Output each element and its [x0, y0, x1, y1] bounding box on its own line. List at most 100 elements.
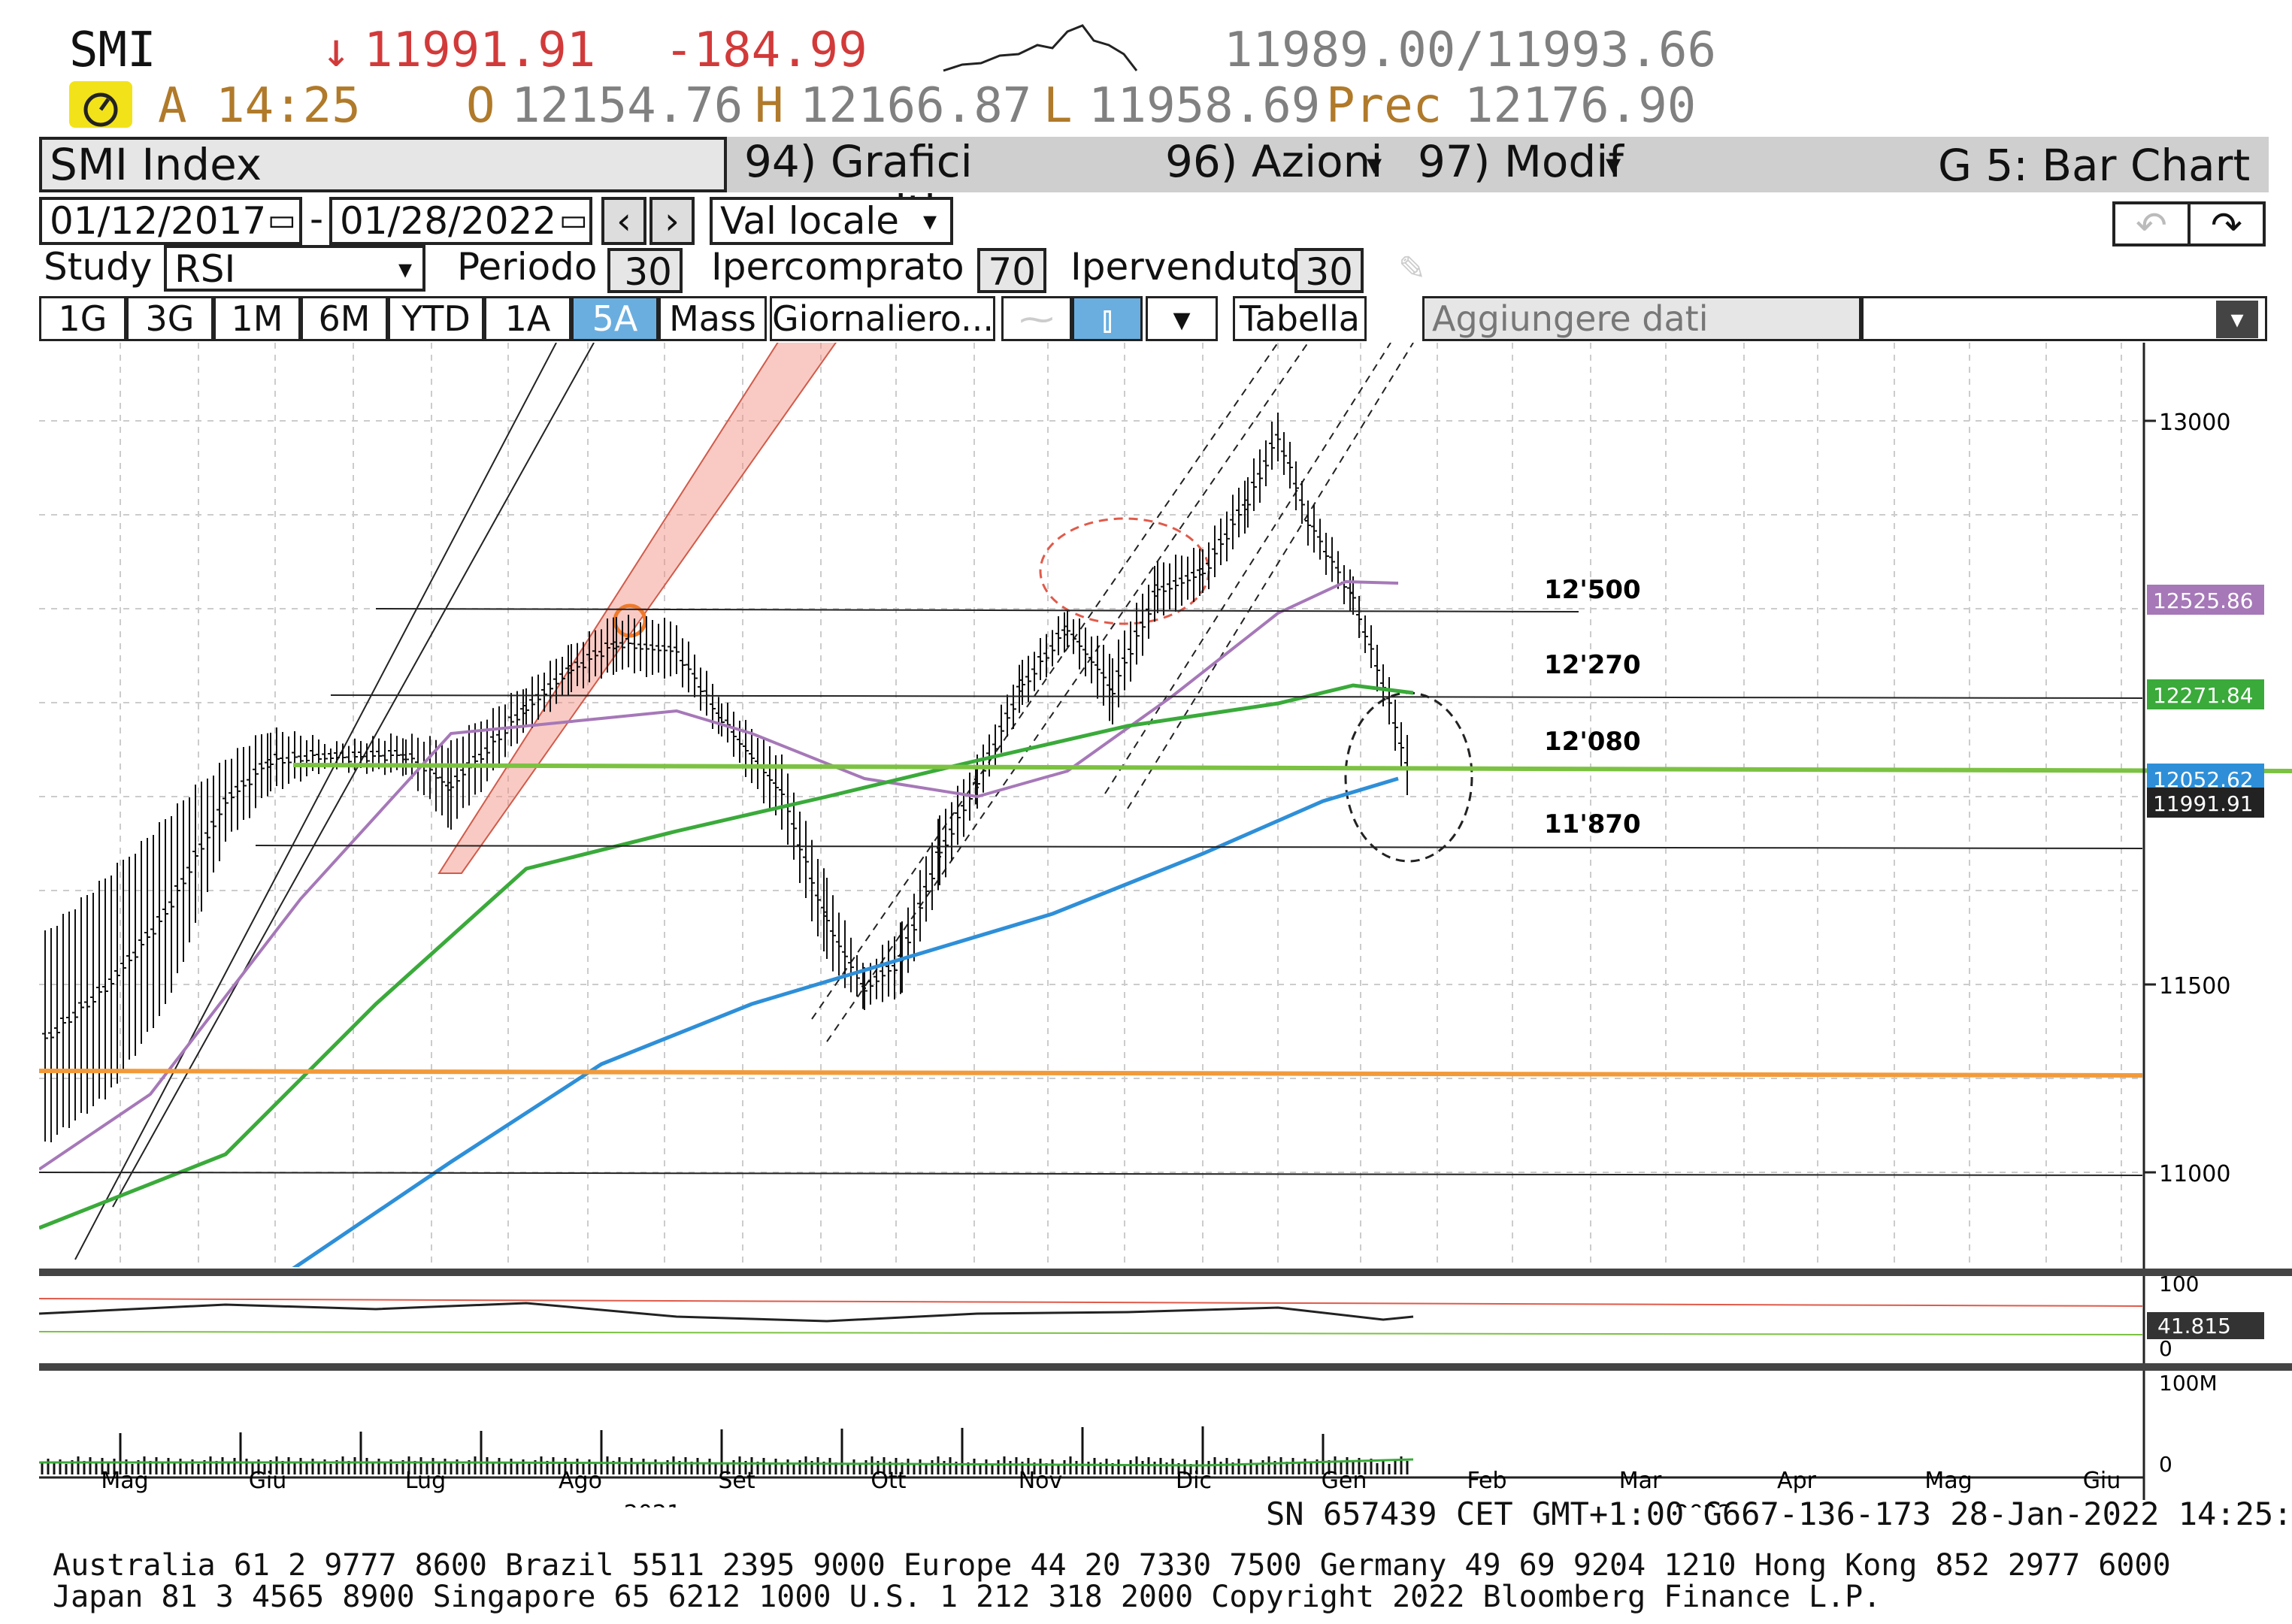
- bar-chart: 12'500 12'270 12'080 11'870 13000 11500 11000…: [38, 343, 2292, 1508]
- level-label: 12'270: [1544, 650, 1641, 680]
- start-date-field[interactable]: 01/12/2017: [39, 197, 302, 245]
- oversold-label: Ipervenduto: [1070, 245, 1299, 289]
- high-label: H: [755, 78, 784, 134]
- chevron-down-icon: ▾: [398, 254, 413, 285]
- ma-blue-line: [292, 776, 1399, 1267]
- horizontal-level-line: [255, 845, 2143, 849]
- x-tick-label: Nov: [1019, 1468, 1063, 1494]
- volume-tick-label: 100M: [2159, 1371, 2218, 1396]
- range-button-ytd[interactable]: YTD: [388, 296, 484, 341]
- volume-average-line: [39, 1458, 1414, 1467]
- x-tick-label: Giu: [2083, 1468, 2121, 1494]
- x-tick-label: Mag: [1924, 1468, 1972, 1494]
- period-label: Periodo: [457, 245, 598, 289]
- period-field[interactable]: 30: [607, 248, 683, 293]
- prev-period-button[interactable]: ‹: [601, 197, 646, 245]
- add-data-field-extension[interactable]: [1861, 296, 2267, 341]
- open-value: 12154.76: [511, 78, 743, 134]
- study-label: Study: [44, 245, 153, 289]
- overbought-field[interactable]: 70: [977, 248, 1046, 293]
- grid: [39, 343, 2142, 1267]
- range-button-5a[interactable]: 5A: [571, 296, 659, 341]
- ticker-label: SMI: [69, 23, 156, 78]
- range-button-6m[interactable]: 6M: [301, 296, 388, 341]
- chevron-down-icon: ▾: [1367, 147, 1382, 182]
- x-year-label: 2021: [624, 1501, 681, 1508]
- prev-label: Prec: [1326, 78, 1443, 134]
- price-change: -184.99: [665, 23, 867, 78]
- next-period-button[interactable]: ›: [649, 197, 695, 245]
- y-tick-label: 13000: [2159, 410, 2230, 436]
- range-button-1a[interactable]: 1A: [484, 296, 571, 341]
- actions-menu[interactable]: 96) Azioni: [1165, 136, 1383, 187]
- dashed-trend-line: [1127, 343, 1414, 809]
- table-button[interactable]: Tabella: [1233, 296, 1367, 341]
- chevron-down-icon: ▾: [1606, 147, 1621, 182]
- add-data-input[interactable]: Aggiungere dati: [1422, 296, 1861, 341]
- contact-line-2: Japan 81 3 4565 8900 Singapore 65 6212 1…: [53, 1580, 1882, 1614]
- x-tick-label: Ott: [870, 1468, 906, 1494]
- range-button-1g[interactable]: 1G: [39, 296, 126, 341]
- y-tick-label: 11500: [2159, 973, 2230, 1000]
- end-date-field[interactable]: 01/28/2022: [329, 197, 592, 245]
- x-tick-label: Set: [718, 1468, 755, 1494]
- rsi-tick-label: 0: [2159, 1336, 2172, 1361]
- currency-select[interactable]: Val locale: [710, 197, 953, 245]
- high-value: 12166.87: [800, 78, 1032, 134]
- prev-value: 12176.90: [1464, 78, 1697, 134]
- suggested-charts-tab[interactable]: 94) Grafici suggeriti: [744, 136, 973, 236]
- x-tick-label: Ago: [559, 1468, 602, 1494]
- filter-dropdown-icon[interactable]: ▾: [2216, 301, 2258, 338]
- orange-level-line: [38, 1069, 2143, 1078]
- range-button-mass[interactable]: Mass: [659, 296, 767, 341]
- down-arrow-icon: ↓: [322, 23, 351, 78]
- range-button-3g[interactable]: 3G: [126, 296, 213, 341]
- calendar-icon[interactable]: ▭: [559, 203, 588, 237]
- highlight-ellipse: [1344, 691, 1473, 863]
- calendar-icon[interactable]: ▭: [268, 203, 296, 237]
- pencil-icon[interactable]: ✎: [1398, 249, 1426, 288]
- x-tick-label: Apr: [1777, 1468, 1817, 1494]
- price-bars: [42, 413, 1410, 1142]
- value-tag-label: 11991.91: [2153, 791, 2254, 816]
- rsi-line: [38, 1302, 1414, 1323]
- bid-ask: 11989.00/11993.66: [1224, 23, 1717, 78]
- line-chart-icon[interactable]: ⁓: [1001, 296, 1072, 341]
- volume-tick-label: 0: [2159, 1452, 2172, 1477]
- x-tick-label: Giu: [249, 1468, 287, 1494]
- x-tick-label: Gen: [1322, 1468, 1367, 1494]
- x-tick-label: Mar: [1619, 1468, 1662, 1494]
- study-select[interactable]: RSI: [164, 245, 425, 292]
- redo-button[interactable]: ↷: [2188, 201, 2266, 246]
- x-tick-label: Mag: [101, 1468, 148, 1494]
- frequency-select[interactable]: Giornaliero...: [770, 296, 995, 341]
- undo-button[interactable]: ↶: [2112, 201, 2191, 246]
- oversold-field[interactable]: 30: [1294, 248, 1364, 293]
- panel-separator: [39, 1363, 2292, 1371]
- session-info: SN 657439 CET GMT+1:00 G667-136-173 28-J…: [1266, 1495, 2292, 1532]
- modify-menu[interactable]: 97) Modif: [1418, 136, 1624, 187]
- level-label: 12'080: [1544, 727, 1641, 757]
- rsi-tick-label: 100: [2159, 1272, 2199, 1296]
- panel-separator: [39, 1269, 2292, 1276]
- range-button-1m[interactable]: 1M: [213, 296, 301, 341]
- bar-chart-icon[interactable]: ⫾: [1072, 296, 1143, 341]
- horizontal-level-line: [38, 1172, 2143, 1176]
- chevron-down-icon[interactable]: ▾: [1146, 296, 1218, 341]
- rsi-oversold-line: [38, 1331, 2143, 1335]
- overbought-label: Ipercomprato: [711, 245, 964, 289]
- rsi-value-label: 41.815: [2157, 1314, 2231, 1338]
- x-tick-label: Lug: [405, 1468, 446, 1494]
- x-tick-label: Feb: [1467, 1468, 1506, 1494]
- x-tick-label: Dic: [1176, 1468, 1212, 1494]
- dashed-trend-line: [826, 343, 1309, 1042]
- chevron-down-icon: ▾: [923, 206, 937, 237]
- date-separator: -: [310, 197, 324, 240]
- horizontal-level-line: [330, 694, 2143, 699]
- rsi-overbought-line: [38, 1298, 2143, 1307]
- value-tag: [2147, 679, 2264, 709]
- open-label: O: [466, 78, 495, 134]
- rsi-value-tag: [2147, 1312, 2264, 1339]
- chart-name: G 5: Bar Chart: [1938, 140, 2251, 191]
- contact-line-1: Australia 61 2 9777 8600 Brazil 5511 239…: [53, 1548, 2171, 1583]
